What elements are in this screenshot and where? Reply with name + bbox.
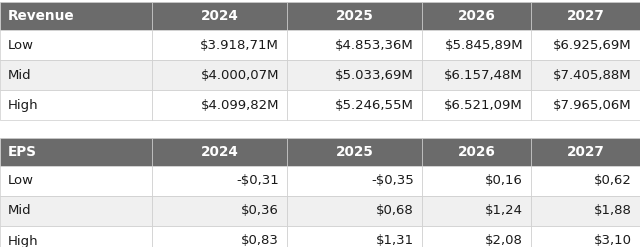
Bar: [422, 138, 531, 166]
Bar: [152, 138, 287, 166]
Text: 2025: 2025: [335, 9, 373, 23]
Text: $6.521,09M: $6.521,09M: [444, 99, 523, 111]
Bar: [287, 2, 422, 30]
Bar: [0, 30, 152, 60]
Text: 2027: 2027: [566, 145, 604, 159]
Text: $0,62: $0,62: [594, 174, 632, 187]
Bar: [152, 2, 287, 30]
Text: $1,31: $1,31: [376, 234, 414, 247]
Text: $4.853,36M: $4.853,36M: [335, 39, 414, 52]
Bar: [531, 2, 640, 30]
Bar: [531, 30, 640, 60]
Bar: [422, 226, 531, 247]
Text: $7.965,06M: $7.965,06M: [554, 99, 632, 111]
Bar: [422, 30, 531, 60]
Text: -$0,35: -$0,35: [371, 174, 414, 187]
Bar: [531, 196, 640, 226]
Bar: [531, 138, 640, 166]
Text: -$0,31: -$0,31: [236, 174, 279, 187]
Text: 2027: 2027: [566, 9, 604, 23]
Text: 2025: 2025: [335, 145, 373, 159]
Bar: [0, 60, 152, 90]
Bar: [287, 138, 422, 166]
Bar: [287, 60, 422, 90]
Bar: [287, 196, 422, 226]
Bar: [0, 196, 152, 226]
Text: EPS: EPS: [8, 145, 37, 159]
Bar: [152, 196, 287, 226]
Bar: [422, 2, 531, 30]
Bar: [152, 90, 287, 120]
Bar: [0, 138, 152, 166]
Bar: [422, 166, 531, 196]
Bar: [287, 226, 422, 247]
Text: 2026: 2026: [458, 145, 495, 159]
Bar: [152, 60, 287, 90]
Bar: [287, 166, 422, 196]
Text: High: High: [8, 99, 38, 111]
Text: $0,68: $0,68: [376, 205, 414, 218]
Text: $0,16: $0,16: [485, 174, 523, 187]
Text: 2024: 2024: [200, 9, 239, 23]
Bar: [287, 30, 422, 60]
Bar: [0, 166, 152, 196]
Bar: [531, 90, 640, 120]
Text: $7.405,88M: $7.405,88M: [554, 68, 632, 82]
Text: $1,24: $1,24: [485, 205, 523, 218]
Text: $0,83: $0,83: [241, 234, 279, 247]
Bar: [422, 90, 531, 120]
Text: $0,36: $0,36: [241, 205, 279, 218]
Bar: [422, 196, 531, 226]
Bar: [152, 226, 287, 247]
Bar: [0, 226, 152, 247]
Text: 2026: 2026: [458, 9, 495, 23]
Text: High: High: [8, 234, 38, 247]
Text: Low: Low: [8, 39, 34, 52]
Text: 2024: 2024: [200, 145, 239, 159]
Bar: [152, 30, 287, 60]
Bar: [422, 60, 531, 90]
Text: $3.918,71M: $3.918,71M: [200, 39, 279, 52]
Text: Revenue: Revenue: [8, 9, 75, 23]
Text: Low: Low: [8, 174, 34, 187]
Text: $5.033,69M: $5.033,69M: [335, 68, 414, 82]
Bar: [0, 2, 152, 30]
Bar: [0, 90, 152, 120]
Text: $2,08: $2,08: [485, 234, 523, 247]
Text: $4.099,82M: $4.099,82M: [200, 99, 279, 111]
Bar: [287, 90, 422, 120]
Text: $3,10: $3,10: [594, 234, 632, 247]
Text: $1,88: $1,88: [594, 205, 632, 218]
Text: $5.845,89M: $5.845,89M: [444, 39, 523, 52]
Text: $4.000,07M: $4.000,07M: [200, 68, 279, 82]
Bar: [531, 60, 640, 90]
Bar: [531, 226, 640, 247]
Bar: [152, 166, 287, 196]
Text: $5.246,55M: $5.246,55M: [335, 99, 414, 111]
Text: $6.157,48M: $6.157,48M: [444, 68, 523, 82]
Text: $6.925,69M: $6.925,69M: [554, 39, 632, 52]
Bar: [531, 166, 640, 196]
Text: Mid: Mid: [8, 205, 31, 218]
Text: Mid: Mid: [8, 68, 31, 82]
